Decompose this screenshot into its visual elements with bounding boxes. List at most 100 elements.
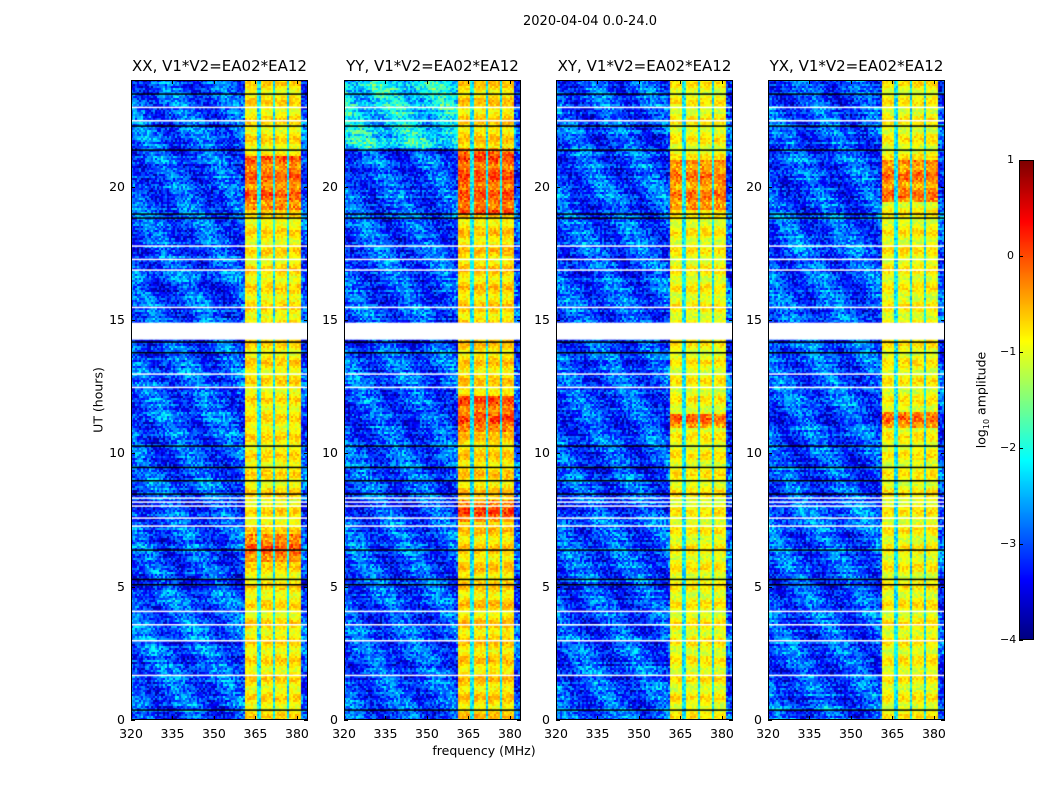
x-tick-mark [638,716,640,720]
x-tick-label: 335 [373,726,398,741]
x-tick-mark [385,716,387,720]
y-tick-mark [344,186,348,188]
y-tick-mark [131,186,135,188]
y-tick-mark [729,320,733,321]
y-tick-label: 0 [330,712,338,727]
y-tick-mark [131,720,135,721]
x-tick-mark [213,80,215,84]
y-tick-mark [941,320,945,321]
x-tick-mark [344,80,345,84]
y-tick-mark [344,586,348,588]
x-tick-mark [509,716,511,720]
y-tick-mark [344,720,348,721]
colorbar-tick-label: −2 [1000,441,1017,454]
y-tick-label: 0 [754,712,762,727]
x-tick-mark [468,80,470,84]
y-tick-label: 20 [534,178,550,194]
x-tick-mark [172,716,174,720]
x-tick-mark [172,80,174,84]
heatmap-image [556,80,733,720]
x-tick-mark [638,80,640,84]
y-tick-mark [304,720,308,721]
x-tick-mark [768,80,769,84]
y-tick-mark [304,320,308,321]
y-tick-mark [729,186,733,188]
x-tick-label: 350 [202,726,226,741]
y-tick-mark [556,186,560,188]
x-tick-label: 320 [544,726,568,741]
x-tick-mark [597,80,599,84]
colorbar-tick-mark [1019,256,1023,257]
y-tick-mark [556,453,560,455]
heatmap-image [344,80,521,720]
x-tick-label: 380 [285,726,309,741]
y-tick-mark [517,720,521,721]
y-tick-mark [941,720,945,721]
y-tick-mark [131,320,135,321]
panel-title: XX, V1*V2=EA02*EA12 [132,57,307,75]
y-tick-mark [344,453,348,455]
x-tick-mark [468,716,470,720]
y-tick-mark [556,320,560,321]
x-tick-mark [933,80,935,84]
colorbar-tick-mark [1019,160,1023,161]
y-tick-mark [517,186,521,188]
y-tick-mark [941,586,945,588]
y-tick-label: 15 [109,312,125,327]
colorbar-tick-label: 1 [1007,153,1014,166]
x-tick-mark [850,80,852,84]
y-tick-mark [941,186,945,188]
y-tick-label: 20 [109,178,125,194]
y-tick-mark [729,453,733,455]
y-tick-label: 15 [322,312,338,327]
x-tick-label: 365 [456,726,481,741]
colorbar-tick-mark [1019,544,1023,545]
y-tick-mark [556,586,560,588]
y-tick-mark [131,453,135,455]
x-tick-mark [680,716,682,720]
x-tick-mark [426,716,428,720]
y-axis-label: UT (hours) [90,367,106,433]
x-tick-mark [556,716,557,720]
panel-title: XY, V1*V2=EA02*EA12 [557,57,732,75]
y-tick-mark [729,720,733,721]
y-tick-label: 10 [109,445,125,461]
y-tick-label: 10 [746,445,762,461]
heatmap-image [131,80,308,720]
panel-title: YX, V1*V2=EA02*EA12 [769,57,944,75]
y-tick-mark [304,586,308,588]
x-tick-mark [426,80,428,84]
x-tick-mark [255,716,257,720]
x-tick-mark [809,80,811,84]
x-tick-label: 335 [797,726,822,741]
panel-title: YY, V1*V2=EA02*EA12 [346,57,519,75]
y-tick-mark [344,320,348,321]
colorbar-tick-label: 0 [1007,249,1014,262]
y-tick-mark [768,453,772,455]
x-tick-label: 335 [585,726,610,741]
colorbar-label: log10 amplitude [973,351,991,449]
x-tick-label: 350 [627,726,651,741]
y-tick-label: 15 [534,312,550,327]
y-tick-mark [517,453,521,455]
y-tick-mark [131,586,135,588]
y-tick-label: 5 [330,578,338,594]
y-tick-label: 10 [322,445,338,461]
x-tick-label: 350 [415,726,439,741]
heatmap-panel: YY, V1*V2=EA02*EA12 320 335 350 365 380 0 5 10 15… [322,57,522,741]
x-tick-label: 320 [119,726,143,741]
y-tick-mark [517,320,521,321]
y-tick-mark [768,720,772,721]
y-tick-mark [729,586,733,588]
x-tick-label: 365 [243,726,268,741]
x-tick-mark [721,80,723,84]
x-tick-mark [255,80,257,84]
x-tick-mark [296,716,298,720]
colorbar-tick-label: −1 [1000,345,1017,358]
figure-title: 2020-04-04 0.0-24.0 [523,14,657,29]
y-tick-label: 5 [754,578,762,594]
y-tick-mark [304,453,308,455]
x-tick-mark [131,80,132,84]
x-tick-mark [556,80,557,84]
